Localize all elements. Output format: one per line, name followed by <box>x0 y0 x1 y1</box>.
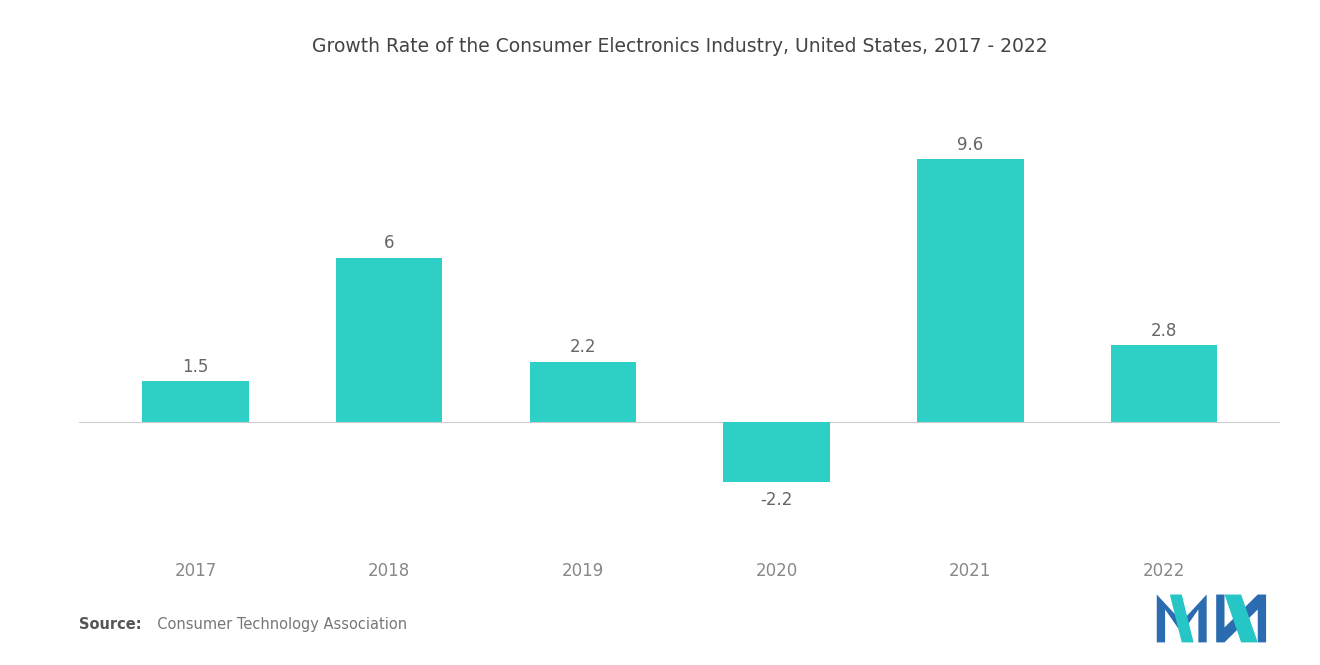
Bar <box>723 422 830 482</box>
Bar <box>143 381 248 422</box>
Bar <box>1111 345 1217 422</box>
Bar <box>335 258 442 422</box>
Polygon shape <box>1170 595 1193 642</box>
Text: -2.2: -2.2 <box>760 491 793 509</box>
Bar <box>529 362 636 422</box>
Polygon shape <box>1225 595 1258 642</box>
Text: 6: 6 <box>384 234 395 252</box>
Text: 9.6: 9.6 <box>957 136 983 154</box>
Title: Growth Rate of the Consumer Electronics Industry, United States, 2017 - 2022: Growth Rate of the Consumer Electronics … <box>312 37 1048 56</box>
Text: 2.2: 2.2 <box>570 338 597 356</box>
Bar <box>917 159 1024 422</box>
Text: 1.5: 1.5 <box>182 358 209 376</box>
Polygon shape <box>1156 595 1206 642</box>
Text: 2.8: 2.8 <box>1151 322 1177 340</box>
Polygon shape <box>1216 595 1266 642</box>
Text: Source:: Source: <box>79 616 141 632</box>
Text: Consumer Technology Association: Consumer Technology Association <box>148 616 407 632</box>
